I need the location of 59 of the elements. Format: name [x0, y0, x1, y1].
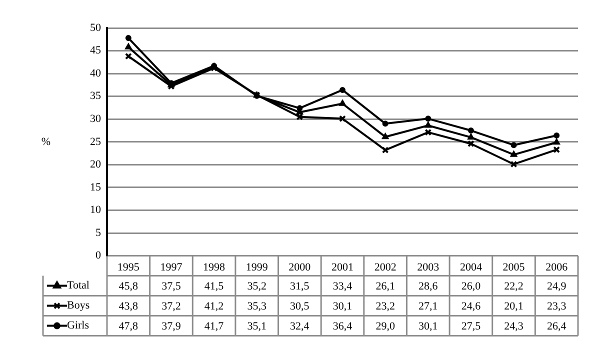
data-label: 24,9 — [546, 280, 567, 293]
data-label: 27,1 — [418, 300, 438, 313]
data-label: 24,6 — [461, 300, 482, 313]
x-tick-label: 2003 — [417, 261, 440, 274]
data-label: 26,4 — [546, 320, 567, 333]
y-tick-label: 10 — [90, 204, 102, 216]
legend-label: Girls — [67, 320, 89, 332]
x-tick-label: 2006 — [546, 261, 568, 274]
legend-label: Boys — [67, 300, 90, 312]
data-label: 35,1 — [247, 320, 266, 333]
x-tick-label: 1999 — [246, 261, 268, 274]
data-label: 31,5 — [290, 280, 310, 293]
y-axis-title: % — [41, 136, 51, 148]
data-label: 37,2 — [162, 300, 181, 313]
data-label: 45,8 — [118, 280, 139, 293]
data-label: 37,9 — [162, 320, 182, 333]
x-tick-label: 2000 — [288, 261, 312, 274]
data-label: 29,0 — [376, 320, 396, 333]
y-tick-label: 0 — [96, 250, 102, 262]
data-label: 43,8 — [118, 300, 139, 313]
x-tick-label: 2005 — [502, 261, 526, 274]
data-label: 30,1 — [418, 320, 438, 333]
data-label: 41,5 — [204, 280, 224, 293]
y-tick-label: 45 — [90, 44, 102, 57]
data-label: 47,8 — [118, 320, 139, 333]
x-tick-label: 1997 — [160, 261, 183, 274]
data-label: 26,0 — [461, 280, 482, 293]
data-label: 23,3 — [546, 300, 567, 313]
data-label: 41,7 — [204, 320, 224, 333]
y-tick-label: 25 — [90, 136, 102, 148]
data-label: 33,4 — [332, 280, 353, 293]
data-label: 26,1 — [376, 280, 395, 293]
y-tick-label: 50 — [90, 22, 102, 34]
y-tick-label: 30 — [90, 113, 102, 126]
legend-label: Total — [67, 280, 90, 292]
y-tick-label: 15 — [90, 181, 102, 194]
y-tick-label: 40 — [90, 67, 102, 80]
x-tick-label: 2004 — [460, 261, 482, 274]
data-label: 30,1 — [332, 300, 352, 313]
y-tick-label: 5 — [96, 226, 102, 239]
data-label: 22,2 — [504, 280, 524, 293]
data-label: 27,5 — [461, 320, 482, 333]
data-label: 35,3 — [247, 300, 267, 313]
data-label: 30,5 — [290, 300, 310, 313]
data-label: 37,5 — [162, 280, 182, 293]
data-label: 24,3 — [504, 320, 524, 333]
x-tick-label: 1995 — [117, 261, 140, 274]
data-label: 35,2 — [247, 280, 266, 293]
y-tick-label: 20 — [90, 158, 102, 171]
x-tick-label: 1998 — [203, 261, 226, 274]
data-label: 32,4 — [290, 320, 310, 333]
data-label: 36,4 — [332, 320, 353, 333]
data-label: 41,2 — [204, 300, 224, 313]
data-label: 23,2 — [376, 300, 395, 313]
y-tick-label: 35 — [90, 90, 102, 102]
data-label: 20,1 — [504, 300, 524, 313]
x-tick-label: 2002 — [374, 261, 396, 274]
x-tick-label: 2001 — [332, 261, 354, 274]
data-label: 28,6 — [418, 280, 438, 293]
